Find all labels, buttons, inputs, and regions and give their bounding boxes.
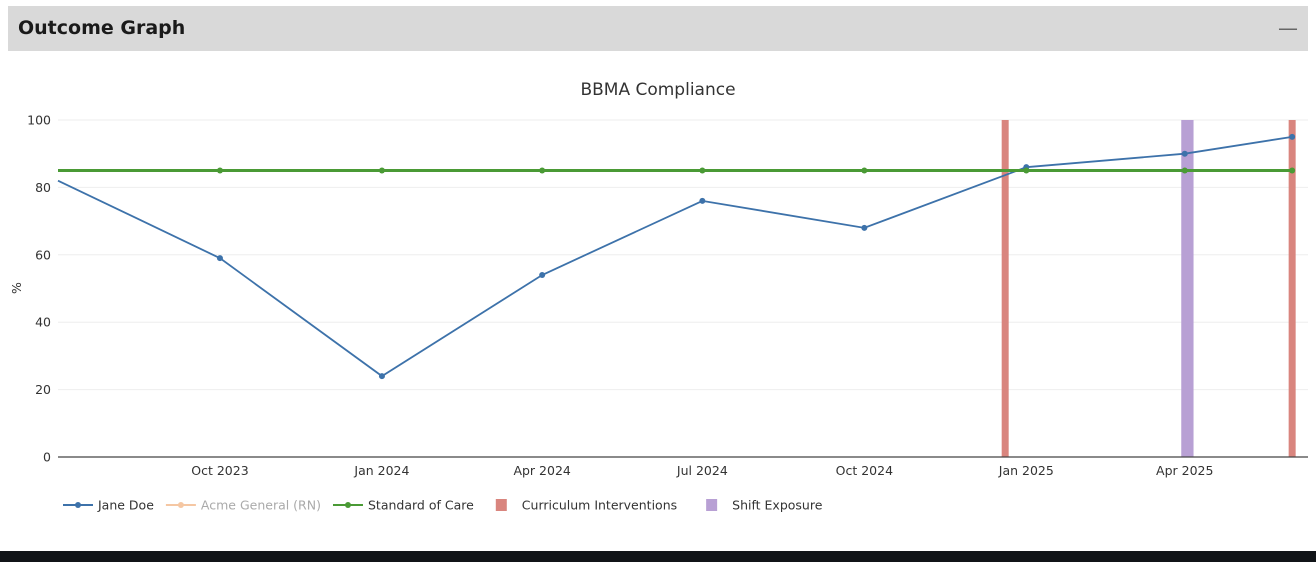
legend-label-shift-exposure: Shift Exposure: [732, 498, 823, 513]
legend-label-jane-doe: Jane Doe: [97, 498, 154, 513]
y-tick-label: 20: [35, 382, 51, 397]
x-tick-label: Apr 2025: [1156, 463, 1213, 478]
jane-doe-point: [861, 224, 868, 231]
standard-of-care-point: [378, 167, 385, 174]
panel-title: Outcome Graph: [18, 17, 186, 39]
y-tick-label: 40: [35, 315, 51, 330]
y-tick-label: 80: [35, 180, 51, 195]
jane-doe-point: [378, 373, 385, 380]
x-tick-label: Jul 2024: [676, 463, 728, 478]
bottom-bar: [0, 551, 1316, 562]
standard-of-care-point: [699, 167, 706, 174]
x-tick-label: Oct 2023: [191, 463, 248, 478]
standard-of-care-point: [1023, 167, 1030, 174]
curriculum-interventions-bar: [1288, 120, 1296, 457]
x-tick-label: Oct 2024: [836, 463, 893, 478]
minus-icon[interactable]: —: [1278, 16, 1298, 40]
legend-marker-standard-of-care: [344, 502, 351, 508]
axis-layer: 0 20 40 60 80 100 Oct 2023 Jan 2024 Apr 2024 Jul …: [27, 113, 1308, 478]
x-tick-label: Jan 2025: [998, 463, 1054, 478]
jane-doe-point: [1289, 133, 1296, 140]
legend-marker-jane-doe: [75, 502, 81, 508]
standard-of-care-point: [861, 167, 868, 174]
chart-title: BBMA Compliance: [580, 80, 735, 100]
legend-swatch-curriculum-interventions: [495, 499, 507, 511]
legend-label-standard-of-care: Standard of Care: [368, 498, 474, 513]
legend-marker-acme-general-rn-: [177, 502, 184, 508]
y-tick-label: 0: [43, 450, 51, 465]
y-tick-label: 100: [27, 113, 51, 128]
jane-doe-point: [216, 255, 223, 262]
bar-layer: [1001, 120, 1296, 457]
legend-label-acme-general-rn-: Acme General (RN): [201, 498, 321, 513]
jane-doe-line: [57, 135, 1293, 378]
curriculum-interventions-bar: [1001, 120, 1009, 457]
y-axis-label: %: [9, 282, 24, 294]
legend: Jane Doe Acme General (RN) Standard of Car…: [63, 498, 823, 513]
legend-label-curriculum-interventions: Curriculum Interventions: [522, 498, 677, 513]
y-tick-label: 60: [35, 247, 51, 262]
legend-swatch-shift-exposure: [706, 499, 718, 511]
standard-of-care-point: [216, 167, 223, 174]
jane-doe-point: [539, 272, 546, 279]
standard-of-care-point: [539, 167, 546, 174]
standard-of-care-point: [1289, 167, 1296, 174]
x-tick-label: Jan 2024: [353, 463, 409, 478]
shift-exposure-bar: [1181, 120, 1189, 457]
jane-doe-point: [1181, 150, 1188, 157]
standard-of-care-point: [1181, 167, 1188, 174]
panel-header: Outcome Graph —: [8, 6, 1308, 51]
grid-lines: [58, 119, 1308, 391]
shift-exposure-bar: [1186, 120, 1194, 457]
x-tick-label: Apr 2024: [513, 463, 570, 478]
jane-doe-point: [699, 197, 706, 204]
series-layer: [57, 133, 1296, 380]
